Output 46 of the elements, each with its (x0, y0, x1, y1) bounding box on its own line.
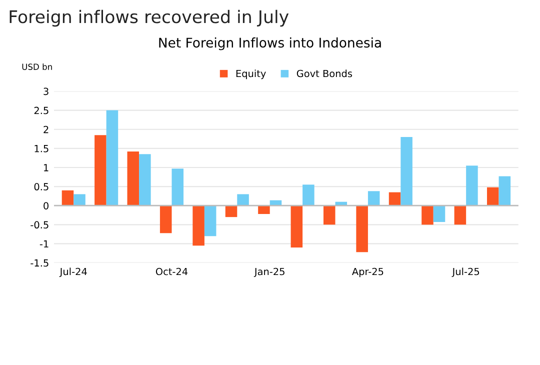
x-tick-label: Oct-24 (156, 268, 188, 276)
bar (433, 206, 446, 222)
bar (192, 206, 204, 246)
y-tick-label: 0 (44, 202, 48, 210)
y-tick-label: 1.5 (34, 145, 48, 152)
y-tick-label: 3 (44, 88, 48, 96)
x-tick-label: Jan-25 (254, 268, 284, 277)
bar (74, 194, 86, 206)
bar (204, 206, 216, 236)
bar (487, 187, 499, 206)
bar (302, 184, 314, 206)
bar (258, 206, 270, 214)
bar (498, 176, 511, 206)
x-tick-label: Jul-25 (452, 268, 480, 277)
y-tick-label: -0.5 (30, 221, 48, 229)
y-tick-label: -1 (40, 240, 48, 248)
x-tick-label: Jul-24 (59, 268, 87, 277)
bar (160, 206, 172, 234)
y-tick-label: 2 (44, 126, 48, 134)
bar (454, 206, 466, 225)
x-tick-label: Apr-25 (352, 268, 384, 278)
bar (127, 151, 140, 206)
bar (225, 206, 238, 218)
bar (62, 190, 74, 206)
chart-title: Foreign inflows recovered in July (10, 10, 289, 27)
y-axis-title: USD bn (22, 63, 52, 70)
legend-label: Govt Bonds (296, 70, 352, 78)
bar (466, 166, 478, 206)
bar (400, 136, 412, 206)
legend-label: Equity (236, 70, 266, 80)
bar (388, 192, 401, 206)
bar (323, 206, 336, 225)
bar (106, 110, 118, 206)
bar (94, 135, 106, 206)
chart-subtitle: Net Foreign Inflows into Indonesia (159, 37, 381, 50)
y-tick-label: -1.5 (30, 259, 48, 267)
y-tick-label: 1 (44, 164, 48, 172)
bar (172, 168, 184, 206)
bar (290, 206, 303, 248)
bar (356, 206, 368, 252)
y-tick-label: 0.5 (34, 183, 48, 190)
bar (422, 206, 434, 225)
y-tick-label: 2.5 (34, 106, 48, 114)
bar (139, 154, 151, 206)
bar (237, 194, 249, 206)
bar (368, 191, 380, 206)
